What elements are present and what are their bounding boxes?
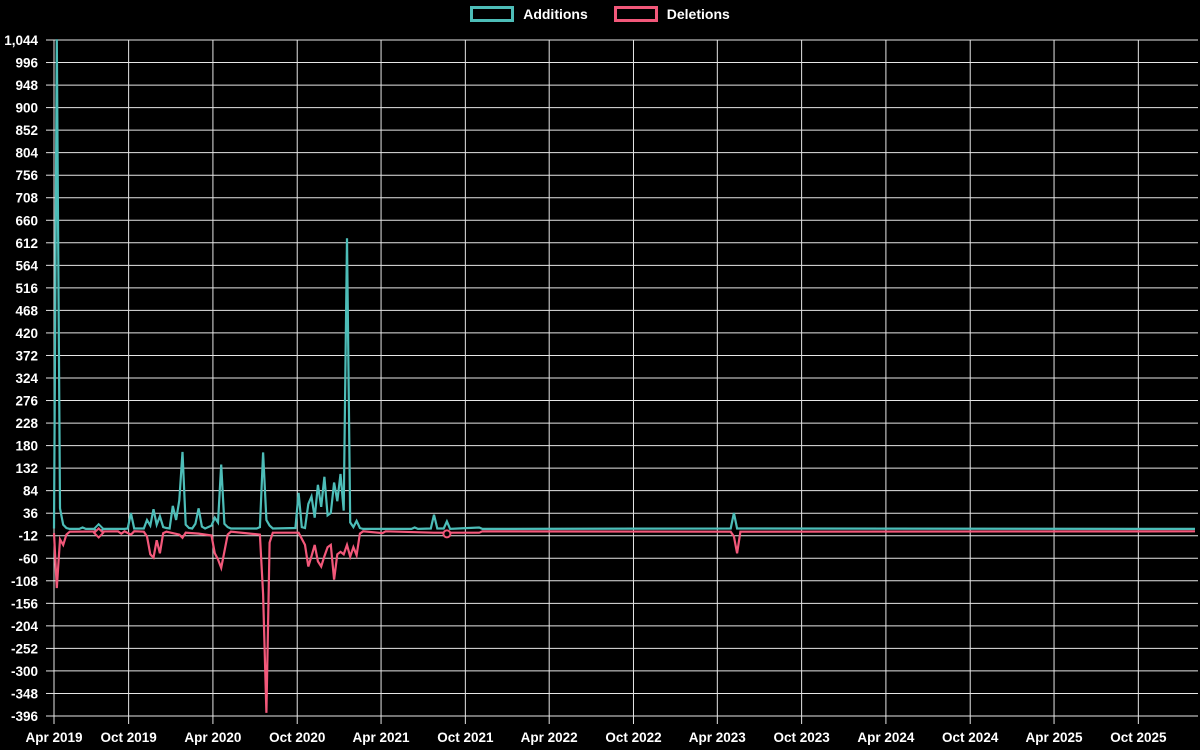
y-tick-label: 228 (15, 416, 38, 431)
y-tick-label: 564 (15, 258, 38, 273)
x-tick-label: Apr 2019 (25, 730, 82, 745)
x-tick-label: Apr 2025 (1026, 730, 1084, 745)
y-tick-label: 324 (15, 371, 38, 386)
deletions-swatch-icon (613, 6, 658, 22)
y-tick-label: 996 (15, 56, 38, 71)
y-tick-label: 660 (15, 213, 38, 228)
deletions-line (52, 530, 1196, 713)
y-tick-label: -300 (11, 664, 38, 679)
x-tick-label: Oct 2024 (942, 730, 999, 745)
x-tick-label: Oct 2022 (605, 730, 661, 745)
x-tick-label: Apr 2023 (689, 730, 747, 745)
x-tick-label: Apr 2021 (353, 730, 411, 745)
y-tick-label: -60 (18, 551, 38, 566)
y-tick-label: -12 (18, 529, 38, 544)
legend-item-additions[interactable]: Additions (470, 6, 588, 22)
y-tick-label: 804 (15, 146, 38, 161)
y-tick-label: 36 (23, 506, 39, 521)
chart-legend: Additions Deletions (0, 6, 1200, 22)
y-tick-label: -204 (11, 619, 39, 634)
y-tick-label: 756 (15, 168, 38, 183)
x-tick-label: Oct 2020 (269, 730, 325, 745)
y-tick-label: -252 (11, 641, 38, 656)
additions-swatch-icon (470, 6, 515, 22)
x-tick-label: Apr 2020 (184, 730, 241, 745)
y-tick-label: 132 (15, 461, 38, 476)
y-tick-label: 612 (15, 236, 38, 251)
x-tick-label: Oct 2025 (1110, 730, 1167, 745)
marker-circle (442, 529, 452, 539)
y-tick-label: -156 (11, 596, 39, 611)
legend-label-additions: Additions (523, 6, 588, 22)
marker-diamond (92, 527, 105, 539)
y-tick-label: 708 (15, 191, 38, 206)
y-tick-label: -396 (11, 709, 39, 724)
y-tick-label: 84 (23, 484, 39, 499)
y-tick-label: -348 (11, 686, 39, 701)
y-tick-label: -108 (11, 574, 39, 589)
x-tick-label: Apr 2024 (857, 730, 915, 745)
x-tick-label: Oct 2019 (100, 730, 156, 745)
legend-item-deletions[interactable]: Deletions (613, 6, 730, 22)
y-tick-label: 468 (15, 303, 38, 318)
y-tick-label: 1,044 (4, 33, 38, 48)
legend-label-deletions: Deletions (666, 6, 730, 22)
y-tick-label: 372 (15, 348, 38, 363)
additions-line (52, 39, 1196, 531)
y-tick-label: 180 (15, 439, 38, 454)
y-tick-label: 852 (15, 123, 38, 138)
y-tick-label: 516 (15, 281, 38, 296)
x-tick-label: Oct 2023 (773, 730, 830, 745)
x-tick-label: Apr 2022 (521, 730, 578, 745)
y-tick-label: 276 (15, 394, 38, 409)
y-tick-label: 948 (15, 78, 38, 93)
x-tick-label: Oct 2021 (437, 730, 494, 745)
y-tick-label: 900 (15, 101, 38, 116)
y-tick-label: 420 (15, 326, 38, 341)
